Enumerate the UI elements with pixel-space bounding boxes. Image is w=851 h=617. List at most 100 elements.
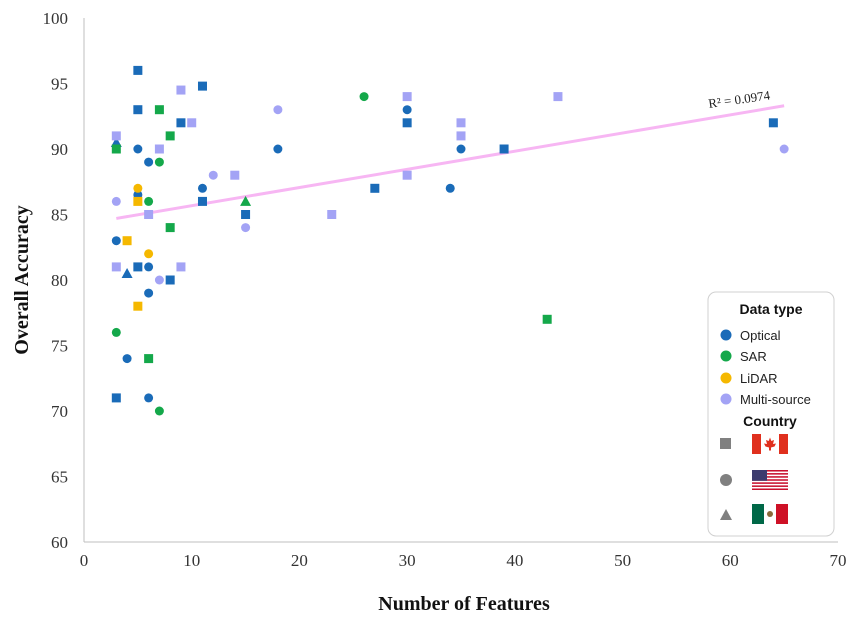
data-point-optical-square [133,105,143,115]
x-tick-labels: 0 10 20 30 40 50 60 70 [80,551,847,570]
legend-lidar-marker [720,372,732,384]
data-point-sar-circle [111,327,121,337]
data-point-multi-source-square [456,131,466,141]
data-point-sar-square [542,314,552,324]
data-point-optical-circle [273,144,283,154]
data-point-multi-source-square [111,262,121,272]
data-point-lidar-square [122,236,132,246]
data-point-optical-square [165,275,175,285]
legend-sar-marker [720,350,732,362]
data-point-optical-circle [122,354,132,364]
data-point-optical-square [133,65,143,75]
data-point-sar-square [144,354,154,364]
data-point-sar-circle [154,406,164,416]
y-tick-label: 100 [43,9,69,28]
data-point-multi-source-square [553,92,563,102]
data-point-multi-source-square [402,92,412,102]
data-point-sar-circle [359,92,369,102]
data-point-sar-square [154,105,164,115]
x-tick-label: 10 [183,551,200,570]
data-point-optical-circle [144,288,154,298]
data-point-lidar-circle [133,183,143,193]
data-points [110,65,789,416]
x-tick-label: 20 [291,551,308,570]
data-point-optical-square [197,81,207,91]
data-point-multi-source-circle [154,275,164,285]
legend-multi-source-marker [720,393,732,405]
data-point-optical-circle [111,236,121,246]
y-axis-title: Overall Accuracy [11,205,33,354]
data-point-optical-square [370,183,380,193]
legend-box [707,291,835,537]
data-point-multi-source-square [187,118,197,128]
data-point-optical-circle [402,105,412,115]
data-point-optical-square [133,262,143,272]
legend-lidar-label: LiDAR [740,371,778,386]
legend-data-type-title: Data type [739,301,802,317]
y-tick-label: 75 [51,337,68,356]
data-point-optical-circle [144,393,154,403]
data-point-multi-source-square [176,85,186,95]
x-tick-label: 0 [80,551,89,570]
data-point-optical-circle [133,144,143,154]
data-point-multi-source-square [144,210,154,219]
data-point-optical-circle [197,183,207,193]
data-point-sar-triangle [240,195,252,206]
data-point-multi-source-circle [241,223,251,233]
data-point-multi-source-circle [208,170,218,180]
y-tick-label: 60 [51,533,68,552]
data-point-multi-source-square [176,262,186,272]
data-point-optical-square [111,393,121,403]
x-tick-label: 50 [614,551,631,570]
data-point-optical-square [402,118,412,128]
legend-square-marker [720,438,731,449]
data-point-multi-source-square [327,210,337,219]
legend-triangle-marker [720,509,732,520]
data-point-multi-source-square [111,131,121,141]
x-tick-label: 40 [506,551,523,570]
data-point-lidar-square [133,301,143,311]
data-point-multi-source-square [456,118,466,128]
y-tick-label: 85 [51,206,68,225]
legend-optical-label: Optical [740,328,781,343]
data-point-multi-source-square [154,144,164,154]
data-point-optical-circle [445,183,455,193]
r-squared-label: R² = 0.0974 [707,87,771,111]
x-tick-label: 60 [722,551,739,570]
legend-circle-marker [720,474,732,486]
data-point-optical-circle [144,262,154,272]
data-point-optical-square [176,118,186,128]
data-point-multi-source-circle [273,105,283,115]
x-tick-label: 30 [399,551,416,570]
data-point-sar-square [165,131,175,141]
data-point-optical-triangle [110,136,122,147]
data-point-optical-square [241,210,251,219]
data-point-optical-triangle [121,267,133,278]
legend-multi-source-label: Multi-source [740,392,811,407]
canada-flag [752,434,788,454]
usa-flag [752,470,788,490]
trendline [116,104,785,220]
y-tick-label: 80 [51,271,68,290]
mexico-flag [752,504,788,524]
x-axis-title: Number of Features [378,593,550,615]
y-tick-label: 90 [51,140,68,159]
data-point-multi-source-circle [779,144,789,154]
y-tick-label: 70 [51,402,68,421]
data-point-optical-square [197,196,207,206]
data-point-optical-square [768,118,778,128]
data-point-sar-square [165,223,175,233]
data-point-lidar-square [133,196,143,206]
y-tick-labels: 60 65 70 75 80 85 90 95 100 [43,9,69,552]
legend-optical-marker [720,329,732,341]
data-point-lidar-circle [144,249,154,259]
x-tick-label: 70 [830,551,847,570]
data-point-multi-source-square [402,170,412,180]
legend-country-title: Country [743,413,797,429]
y-tick-label: 65 [51,468,68,487]
data-point-multi-source-circle [111,196,121,206]
legend: Data type Optical SAR LiDAR Multi-source… [707,291,835,537]
data-point-optical-circle [144,157,154,167]
data-point-optical-square [499,144,509,154]
